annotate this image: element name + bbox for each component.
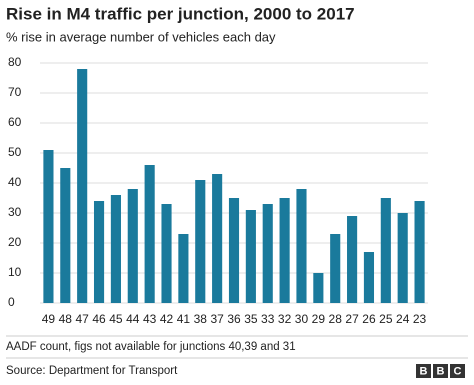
- x-tick-label: 28: [329, 312, 343, 326]
- x-tick-label: 49: [42, 312, 56, 326]
- x-tick-label: 36: [227, 312, 241, 326]
- x-tick-label: 29: [312, 312, 326, 326]
- x-tick-label: 27: [345, 312, 359, 326]
- x-tick-label: 33: [261, 312, 275, 326]
- chart-subtitle: % rise in average number of vehicles eac…: [6, 29, 276, 44]
- x-tick-label: 45: [109, 312, 123, 326]
- bar: [212, 174, 223, 303]
- x-tick-label: 43: [143, 312, 157, 326]
- x-tick-label: 37: [210, 312, 224, 326]
- bar: [77, 69, 88, 303]
- bar: [110, 195, 121, 303]
- x-tick-label: 47: [75, 312, 89, 326]
- y-tick-label: 30: [8, 205, 22, 219]
- bar: [178, 234, 189, 303]
- bar: [195, 180, 206, 303]
- bar: [347, 216, 358, 303]
- y-tick-label: 10: [8, 265, 22, 279]
- logo-box: [433, 364, 448, 378]
- chart-title: Rise in M4 traffic per junction, 2000 to…: [6, 4, 355, 23]
- logo-box: [416, 364, 431, 378]
- x-tick-label: 25: [379, 312, 393, 326]
- bar: [262, 204, 273, 303]
- bar: [93, 201, 105, 303]
- y-tick-label: 50: [8, 145, 22, 159]
- logo-box: [450, 364, 465, 378]
- x-tick-label: 24: [396, 312, 410, 326]
- bar: [296, 189, 307, 303]
- bar: [330, 234, 341, 303]
- y-tick-label: 70: [8, 85, 22, 99]
- x-tick-label: 44: [126, 312, 140, 326]
- bar: [279, 198, 290, 303]
- x-tick-label: 42: [160, 312, 174, 326]
- y-tick-label: 60: [8, 115, 22, 129]
- bar: [127, 189, 138, 303]
- bar: [161, 204, 172, 303]
- bar: [363, 252, 375, 303]
- x-tick-label: 35: [244, 312, 258, 326]
- x-tick-label: 32: [278, 312, 292, 326]
- source: Source: Department for Transport: [6, 365, 178, 377]
- x-tick-label: 26: [362, 312, 376, 326]
- y-tick-label: 20: [8, 235, 22, 249]
- bar: [313, 273, 324, 303]
- x-tick-label: 38: [194, 312, 208, 326]
- logo-letter: B: [437, 365, 445, 377]
- x-tick-label: 23: [413, 312, 427, 326]
- bar: [380, 198, 391, 303]
- y-tick-label: 80: [8, 55, 22, 69]
- y-tick-label: 40: [8, 175, 22, 189]
- logo-letter: B: [420, 365, 428, 377]
- x-tick-label: 30: [295, 312, 309, 326]
- bar: [414, 201, 425, 303]
- bar: [43, 150, 54, 303]
- bar: [60, 168, 71, 303]
- bar: [228, 198, 240, 303]
- footnote: AADF count, figs not available for junct…: [6, 341, 296, 353]
- x-tick-label: 48: [59, 312, 73, 326]
- logo-letter: C: [454, 365, 462, 377]
- y-tick-label: 0: [8, 295, 15, 309]
- x-tick-label: 46: [92, 312, 106, 326]
- bar: [245, 210, 256, 303]
- x-tick-label: 41: [177, 312, 191, 326]
- bar: [144, 165, 155, 303]
- bar: [397, 213, 408, 303]
